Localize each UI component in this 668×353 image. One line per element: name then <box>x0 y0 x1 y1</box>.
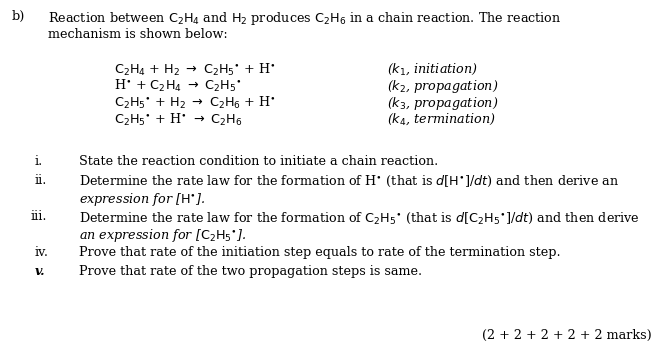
Text: iii.: iii. <box>31 210 47 223</box>
Text: iv.: iv. <box>35 246 49 259</box>
Text: an expression for [$\mathrm{C_2H_5}^{\bullet}$].: an expression for [$\mathrm{C_2H_5}^{\bu… <box>79 227 246 244</box>
Text: ($k_3$, propagation): ($k_3$, propagation) <box>387 95 499 112</box>
Text: b): b) <box>12 10 25 23</box>
Text: ($k_2$, propagation): ($k_2$, propagation) <box>387 78 499 95</box>
Text: Reaction between $\mathrm{C_2H_4}$ and $\mathrm{H_2}$ produces $\mathrm{C_2H_6}$: Reaction between $\mathrm{C_2H_4}$ and $… <box>48 10 562 27</box>
Text: $\mathrm{C_2H_5}$$^{\bullet}$ + $\mathrm{H_2}$ $\rightarrow$ $\mathrm{C_2H_6}$ +: $\mathrm{C_2H_5}$$^{\bullet}$ + $\mathrm… <box>114 95 276 111</box>
Text: ii.: ii. <box>35 174 47 187</box>
Text: ($k_4$, termination): ($k_4$, termination) <box>387 112 496 127</box>
Text: ($k_1$, initiation): ($k_1$, initiation) <box>387 62 478 77</box>
Text: Prove that rate of the initiation step equals to rate of the termination step.: Prove that rate of the initiation step e… <box>79 246 560 259</box>
Text: Determine the rate law for the formation of H$^{\bullet}$ (that is $d$[$\mathrm{: Determine the rate law for the formation… <box>79 174 619 190</box>
Text: Determine the rate law for the formation of $\mathrm{C_2H_5}$$^{\bullet}$ (that : Determine the rate law for the formation… <box>79 210 640 226</box>
Text: mechanism is shown below:: mechanism is shown below: <box>48 28 228 41</box>
Text: expression for [$\mathrm{H}^{\bullet}$].: expression for [$\mathrm{H}^{\bullet}$]. <box>79 191 206 208</box>
Text: $\mathrm{C_2H_4}$ + $\mathrm{H_2}$ $\rightarrow$ $\mathrm{C_2H_5}$$^{\bullet}$ +: $\mathrm{C_2H_4}$ + $\mathrm{H_2}$ $\rig… <box>114 62 276 78</box>
Text: (2 + 2 + 2 + 2 + 2 marks): (2 + 2 + 2 + 2 + 2 marks) <box>482 329 651 342</box>
Text: v.: v. <box>35 265 45 278</box>
Text: State the reaction condition to initiate a chain reaction.: State the reaction condition to initiate… <box>79 155 438 168</box>
Text: i.: i. <box>35 155 43 168</box>
Text: H$^{\bullet}$ + $\mathrm{C_2H_4}$ $\rightarrow$ $\mathrm{C_2H_5}$$^{\bullet}$: H$^{\bullet}$ + $\mathrm{C_2H_4}$ $\righ… <box>114 78 241 95</box>
Text: $\mathrm{C_2H_5}$$^{\bullet}$ + H$^{\bullet}$ $\rightarrow$ $\mathrm{C_2H_6}$: $\mathrm{C_2H_5}$$^{\bullet}$ + H$^{\bul… <box>114 112 242 128</box>
Text: Prove that rate of the two propagation steps is same.: Prove that rate of the two propagation s… <box>79 265 422 278</box>
